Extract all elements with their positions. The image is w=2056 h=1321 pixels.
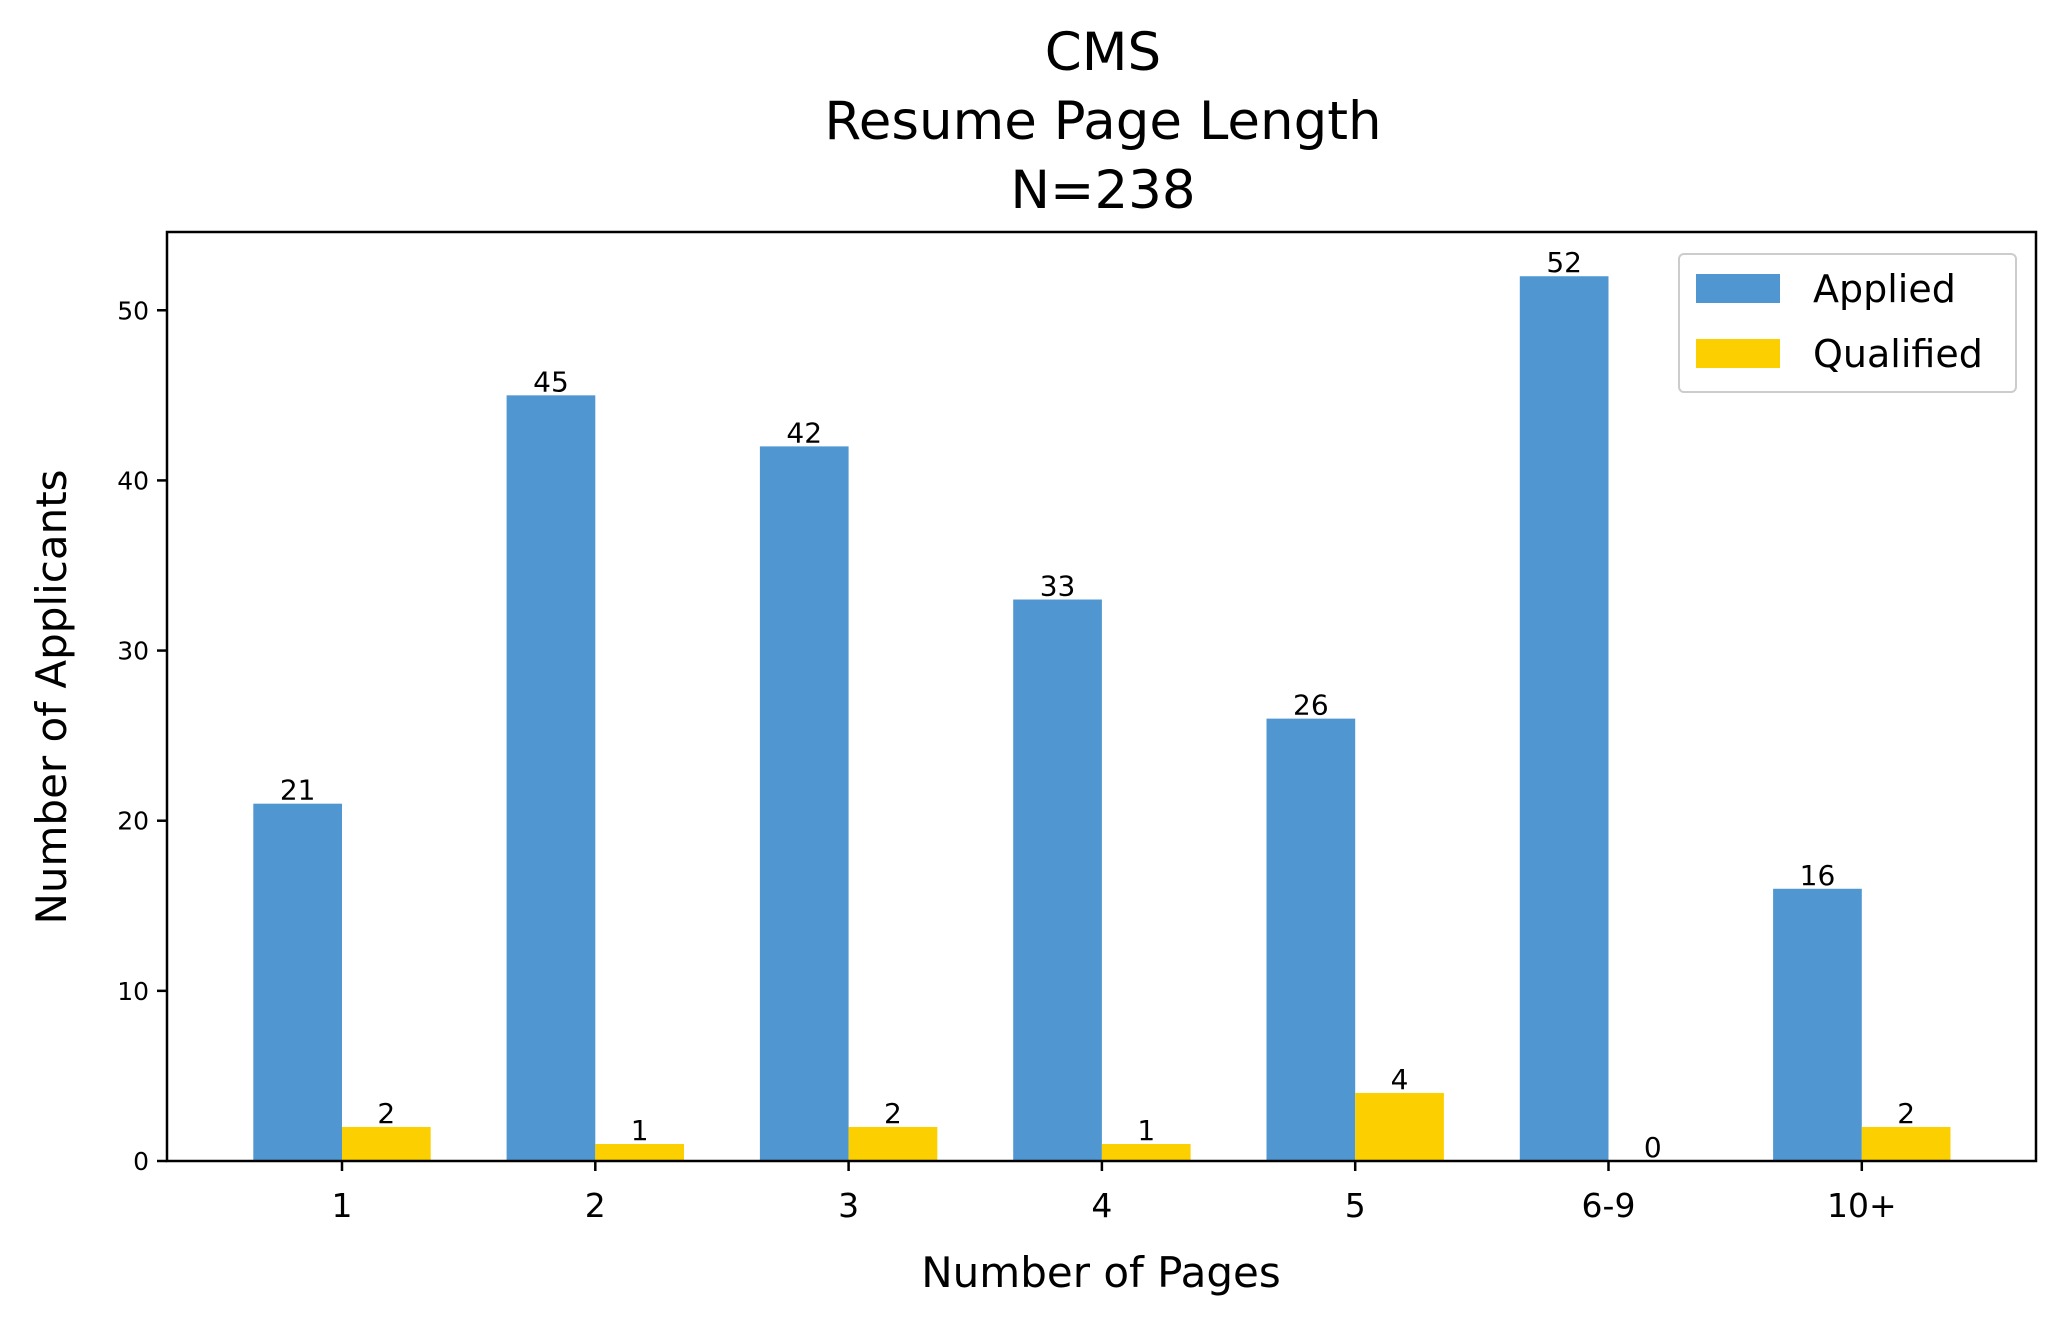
legend-swatch-applied <box>1696 274 1780 303</box>
bar-applied-5 <box>1266 718 1356 1161</box>
bar-qualified-4 <box>1101 1143 1191 1161</box>
x-tick-label: 10+ <box>1827 1186 1897 1225</box>
data-label-applied-6-9: 52 <box>1546 246 1582 279</box>
y-tick-label: 50 <box>117 296 149 325</box>
bar-qualified-5 <box>1355 1092 1444 1161</box>
bar-applied-1 <box>253 803 342 1161</box>
data-label-qualified-10+: 2 <box>1897 1097 1915 1130</box>
bar-qualified-10+ <box>1861 1126 1951 1161</box>
bar-qualified-1 <box>342 1126 431 1161</box>
y-tick-label: 30 <box>117 637 149 666</box>
data-label-qualified-4: 1 <box>1137 1114 1155 1147</box>
y-axis-label: Number of Applicants <box>27 469 76 924</box>
data-label-applied-5: 26 <box>1293 689 1329 722</box>
data-label-applied-3: 42 <box>786 416 822 449</box>
y-tick-label: 20 <box>117 807 149 836</box>
data-label-qualified-5: 4 <box>1391 1063 1409 1096</box>
x-tick-label: 3 <box>838 1186 859 1225</box>
chart-title-line-3: N=238 <box>1010 160 1195 221</box>
x-tick-label: 1 <box>332 1186 353 1225</box>
x-tick-label: 5 <box>1345 1186 1366 1225</box>
x-axis-label: Number of Pages <box>921 1248 1280 1297</box>
data-label-qualified-3: 2 <box>884 1097 902 1130</box>
legend-swatch-qualified <box>1696 339 1780 368</box>
legend-label-applied: Applied <box>1813 267 1956 311</box>
data-label-applied-2: 45 <box>533 365 569 398</box>
bar-applied-2 <box>506 395 596 1161</box>
y-axis-ticks: 0 10 20 30 40 50 <box>117 296 167 1176</box>
legend-label-qualified: Qualified <box>1813 332 1983 376</box>
x-axis-ticks: 1 2 3 4 5 6-9 10+ <box>332 1161 1897 1225</box>
data-label-qualified-1: 2 <box>377 1097 395 1130</box>
chart-title-line-2: Resume Page Length <box>824 91 1381 152</box>
bar-applied-3 <box>759 446 849 1161</box>
data-label-qualified-2: 1 <box>631 1114 649 1147</box>
x-tick-label: 6-9 <box>1582 1186 1636 1225</box>
data-label-qualified-6-9: 0 <box>1644 1131 1662 1164</box>
x-tick-label: 4 <box>1091 1186 1112 1225</box>
y-tick-label: 10 <box>117 977 149 1006</box>
x-tick-label: 2 <box>585 1186 606 1225</box>
data-label-applied-4: 33 <box>1040 570 1076 603</box>
bar-qualified-3 <box>848 1126 938 1161</box>
chart-title-line-1: CMS <box>1045 22 1161 83</box>
chart-title: CMS Resume Page Length N=238 <box>824 22 1381 221</box>
y-tick-label: 0 <box>133 1147 149 1176</box>
bar-qualified-2 <box>595 1143 684 1161</box>
y-tick-label: 40 <box>117 466 149 495</box>
legend: Applied Qualified <box>1678 253 2017 393</box>
data-label-applied-1: 21 <box>280 774 316 807</box>
bar-applied-4 <box>1013 599 1102 1161</box>
data-label-applied-10+: 16 <box>1800 859 1836 892</box>
bar-applied-10+ <box>1773 888 1862 1161</box>
bar-applied-6-9 <box>1519 276 1609 1161</box>
bar-group <box>253 276 1951 1161</box>
